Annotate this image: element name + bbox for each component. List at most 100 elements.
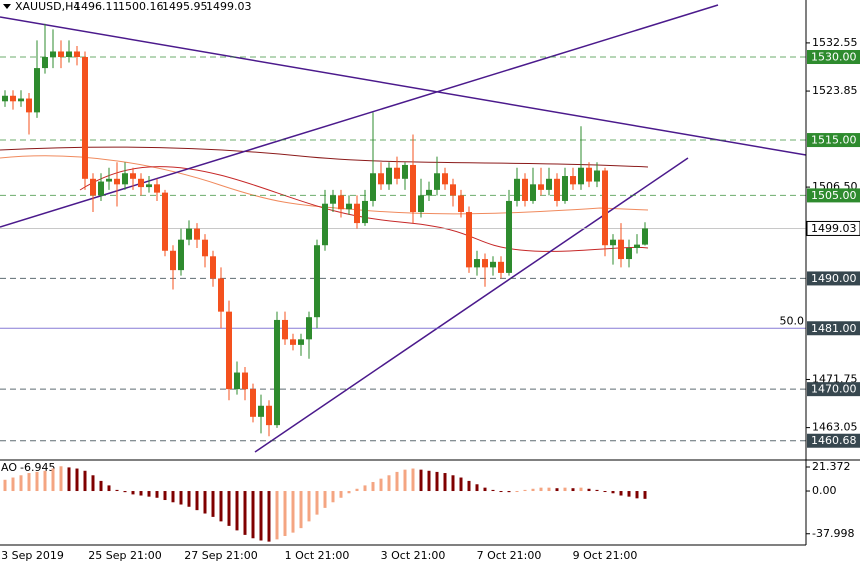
ao-bar xyxy=(619,491,623,496)
ao-bar xyxy=(395,471,399,492)
ao-bar xyxy=(203,491,207,514)
ao-bar xyxy=(419,469,423,492)
moving-average xyxy=(79,166,649,252)
moving-average xyxy=(0,146,649,168)
ao-bar xyxy=(451,475,455,492)
price-label: 1530.00 xyxy=(811,51,857,64)
ao-bar xyxy=(299,491,303,529)
ao-bar xyxy=(635,491,639,499)
x-tick-label: 25 Sep 21:00 xyxy=(88,549,161,562)
candle-body xyxy=(498,261,504,273)
candle-body xyxy=(2,95,8,102)
ao-bar xyxy=(187,491,191,507)
candle-body xyxy=(458,195,464,213)
y-tick-label: -37.998 xyxy=(812,527,854,540)
price-label-box xyxy=(807,271,860,286)
moving-average xyxy=(0,155,649,215)
candle-body xyxy=(522,178,528,201)
ao-bar xyxy=(435,471,439,492)
collapse-icon[interactable] xyxy=(3,4,11,9)
ao-bar xyxy=(579,487,583,492)
candle-body xyxy=(242,372,248,390)
ao-bar xyxy=(611,491,615,494)
ao-bar xyxy=(155,491,159,498)
ao-bar xyxy=(107,485,111,492)
candle-body xyxy=(66,51,72,58)
x-tick-label: 3 Oct 21:00 xyxy=(381,549,446,562)
candle-body xyxy=(354,203,360,224)
ao-bar xyxy=(483,487,487,492)
ao-bar xyxy=(467,480,471,492)
candle-body xyxy=(450,184,456,196)
ao-title: AO xyxy=(1,461,17,474)
candle-body xyxy=(210,256,216,279)
candle-body xyxy=(122,173,128,185)
candle-body xyxy=(394,167,400,179)
candle-body xyxy=(514,178,520,201)
drawings xyxy=(0,4,807,453)
candle-body xyxy=(570,176,576,185)
candle-body xyxy=(282,319,288,340)
ao-bar xyxy=(43,470,47,492)
candle-body xyxy=(90,178,96,196)
candle-body xyxy=(154,184,160,193)
y-tick-label: 1463.05 xyxy=(812,421,858,434)
ao-bar xyxy=(475,484,479,492)
ao-bar xyxy=(267,491,271,542)
price-label: 1490.00 xyxy=(811,272,857,285)
trend-line xyxy=(0,4,719,228)
ao-bar xyxy=(595,489,599,492)
price-label-box xyxy=(806,220,860,236)
candle-body xyxy=(10,95,16,102)
ao-bar xyxy=(523,489,527,492)
candle-body xyxy=(434,173,440,190)
candle-body xyxy=(474,259,480,268)
ao-bar xyxy=(83,470,87,492)
candle-body xyxy=(58,51,64,58)
candle-body xyxy=(594,170,600,182)
candle-body xyxy=(114,178,120,185)
trend-line xyxy=(254,157,689,453)
price-label: 1499.03 xyxy=(811,222,857,235)
candle-body xyxy=(506,200,512,273)
ao-bar xyxy=(179,491,183,505)
ao-bar xyxy=(51,468,55,492)
ao-bar xyxy=(67,467,71,492)
candle-body xyxy=(298,339,304,345)
candle-body xyxy=(42,57,48,69)
ao-bar xyxy=(507,491,511,493)
x-tick-label: 1 Oct 21:00 xyxy=(285,549,350,562)
ao-bar xyxy=(227,491,231,526)
candle-body xyxy=(98,181,104,196)
price-label-box xyxy=(807,321,860,336)
candle-body xyxy=(530,184,536,201)
ao-bar xyxy=(195,491,199,511)
ao-bar xyxy=(91,475,95,492)
ao-bar xyxy=(555,488,559,492)
ao-bar xyxy=(3,479,7,492)
ao-bar xyxy=(411,468,415,492)
ao-bar xyxy=(147,491,151,497)
ao-bar xyxy=(75,468,79,492)
candle-body xyxy=(34,68,40,113)
candle-body xyxy=(266,405,272,426)
candle-body xyxy=(202,239,208,257)
candle-body xyxy=(554,178,560,201)
candle-body xyxy=(402,164,408,179)
candle-body xyxy=(274,319,280,426)
x-tick-label: 23 Sep 2019 xyxy=(0,549,64,562)
x-tick-label: 7 Oct 21:00 xyxy=(477,549,542,562)
candle-body xyxy=(562,176,568,201)
candle-body xyxy=(610,239,616,246)
ao-bar xyxy=(371,482,375,492)
ao-current: -6.945 xyxy=(20,461,55,474)
candle-body xyxy=(194,228,200,240)
ao-bar xyxy=(379,478,383,492)
candle-body xyxy=(162,192,168,251)
symbol-title: XAUUSD,H4 xyxy=(15,0,80,13)
candle-body xyxy=(170,250,176,271)
ao-bar xyxy=(387,475,391,492)
candle-body xyxy=(218,278,224,312)
trend-line xyxy=(0,16,807,156)
candle-body xyxy=(250,389,256,417)
